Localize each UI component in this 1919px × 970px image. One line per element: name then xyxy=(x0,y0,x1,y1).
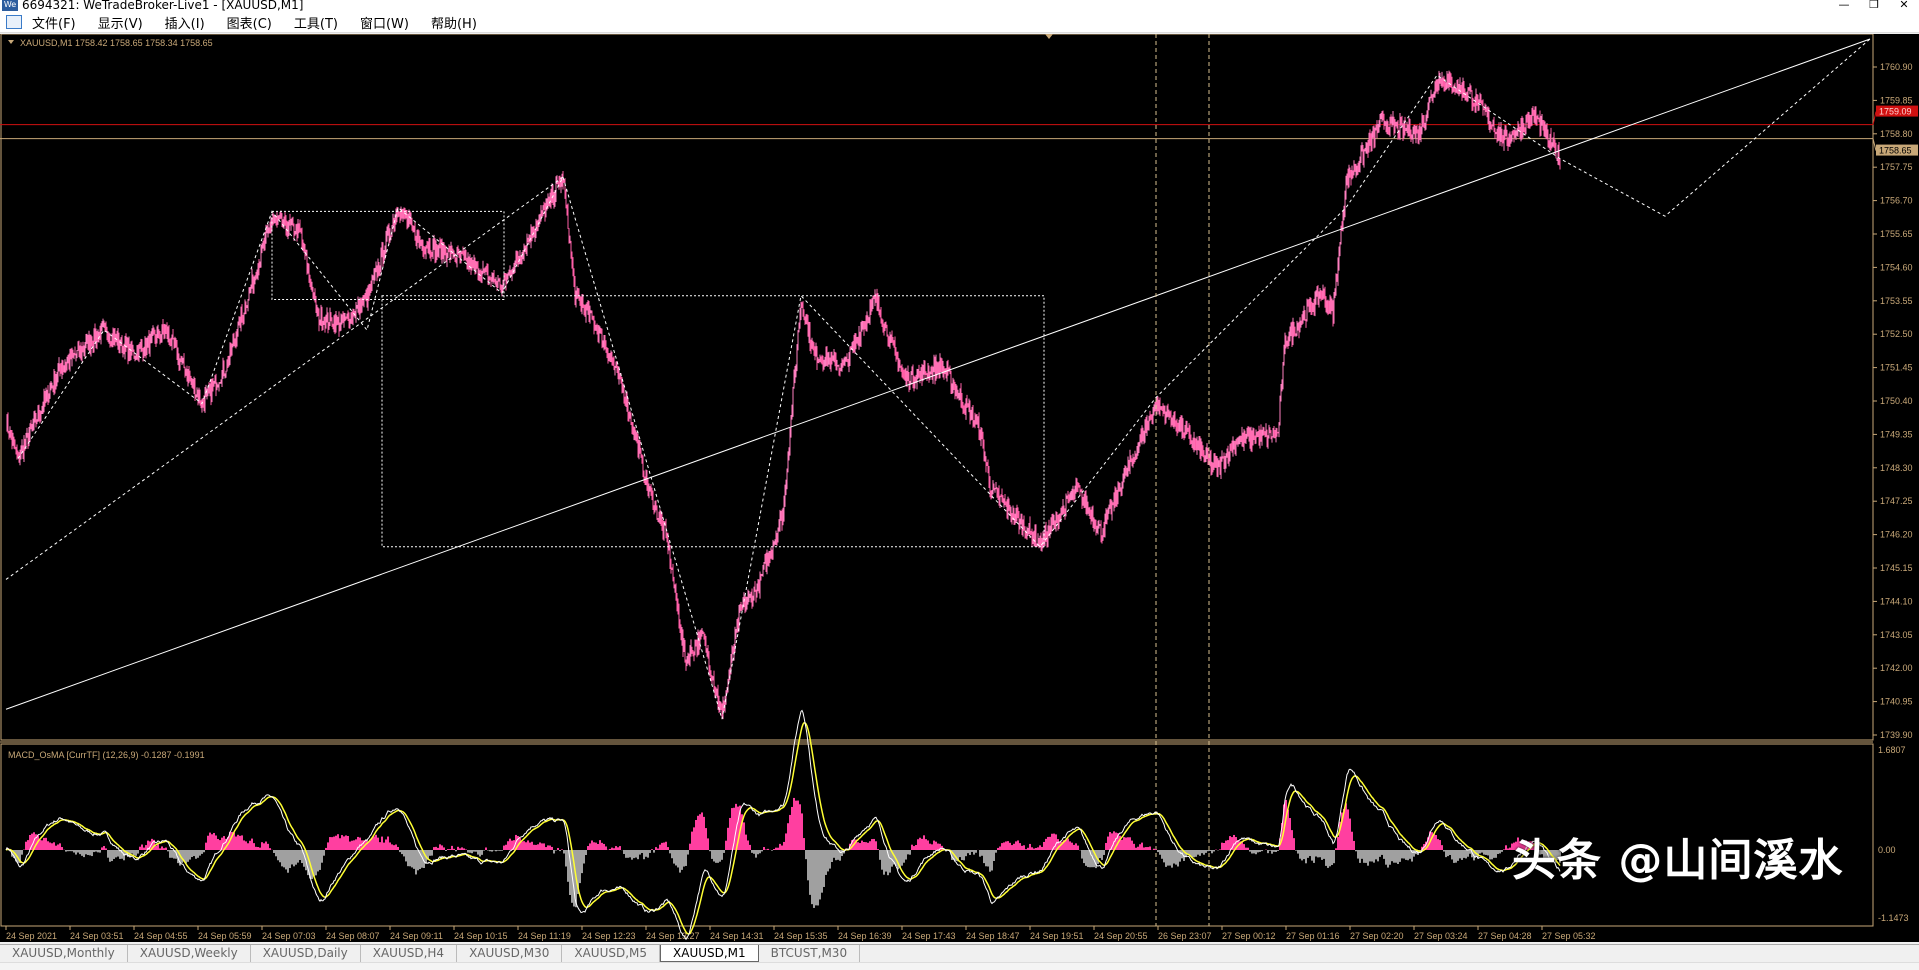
time-tick-label: 27 Sep 03:24 xyxy=(1414,931,1468,941)
tab-xauusd-m1[interactable]: XAUUSD,M1 xyxy=(660,945,759,962)
macd-line xyxy=(5,709,1561,941)
menu-bar: 文件(F) 显示(V) 插入(I) 图表(C) 工具(T) 窗口(W) 帮助(H… xyxy=(0,12,1919,33)
time-tick-label: 24 Sep 15:35 xyxy=(774,931,828,941)
app-logo: We xyxy=(2,0,18,11)
window-title: 6694321: WeTradeBroker-Live1 - [XAUUSD,M… xyxy=(22,0,304,12)
ask-price-label-bg xyxy=(1876,144,1918,156)
price-tick-label: 1760.90 xyxy=(1880,62,1913,72)
time-tick-label: 24 Sep 11:19 xyxy=(518,931,571,941)
price-tick-label: 1750.40 xyxy=(1880,396,1913,406)
signal-line xyxy=(5,722,1561,935)
chart-area[interactable]: XAUUSD,M1 1758.42 1758.65 1758.34 1758.6… xyxy=(0,34,1919,942)
time-tick-label: 24 Sep 09:11 xyxy=(390,931,443,941)
macd-tick-label: -1.1473 xyxy=(1878,913,1909,923)
time-tick-label: 24 Sep 19:51 xyxy=(1030,931,1084,941)
time-tick-label: 24 Sep 16:39 xyxy=(838,931,892,941)
macd-header: MACD_OsMA [CurrTF] (12,26,9) -0.1287 -0.… xyxy=(8,750,205,760)
tab-xauusd-weekly[interactable]: XAUUSD,Weekly xyxy=(128,945,251,962)
price-tick-label: 1756.70 xyxy=(1880,196,1913,206)
time-tick-label: 26 Sep 23:07 xyxy=(1158,931,1212,941)
price-tick-label: 1759.85 xyxy=(1880,95,1913,105)
time-tick-label: 27 Sep 05:32 xyxy=(1542,931,1596,941)
menu-insert[interactable]: 插入(I) xyxy=(164,16,205,32)
minimize-button[interactable]: — xyxy=(1838,0,1850,11)
menu-charts[interactable]: 图表(C) xyxy=(226,16,272,32)
rectangle-drawing xyxy=(381,295,1045,548)
tab-xauusd-daily[interactable]: XAUUSD,Daily xyxy=(251,945,361,962)
watermark: 头条 @山间溪水 xyxy=(1512,835,1844,886)
time-tick-label: 27 Sep 04:28 xyxy=(1478,931,1532,941)
chart-shift-marker-icon xyxy=(1045,34,1053,39)
rectangle-drawing xyxy=(271,210,505,301)
bid-price-connector xyxy=(1872,111,1877,125)
menu-tools[interactable]: 工具(T) xyxy=(293,16,338,32)
restore-button[interactable]: ❐ xyxy=(1869,0,1879,11)
time-tick-label: 24 Sep 13:27 xyxy=(646,931,700,941)
chart-tabs: XAUUSD,Monthly XAUUSD,Weekly XAUUSD,Daily X… xyxy=(0,944,1919,962)
price-tick-label: 1757.75 xyxy=(1880,162,1913,172)
time-tick-label: 27 Sep 00:12 xyxy=(1222,931,1276,941)
time-tick-label: 27 Sep 02:20 xyxy=(1350,931,1404,941)
bid-price-label: 1759.09 xyxy=(1879,107,1912,117)
price-tick-label: 1751.45 xyxy=(1880,363,1913,373)
time-tick-label: 24 Sep 04:55 xyxy=(134,931,188,941)
collapse-arrow-icon xyxy=(8,40,14,44)
time-tick-label: 24 Sep 05:59 xyxy=(198,931,252,941)
price-tick-label: 1754.60 xyxy=(1880,262,1913,272)
title-bar: We 6694321: WeTradeBroker-Live1 - [XAUUSD… xyxy=(0,0,1919,12)
price-tick-label: 1746.20 xyxy=(1880,530,1913,540)
time-tick-label: 24 Sep 12:23 xyxy=(582,931,636,941)
menu-window[interactable]: 窗口(W) xyxy=(359,16,409,32)
price-tick-label: 1755.65 xyxy=(1880,229,1913,239)
zigzag-line xyxy=(17,38,1871,720)
bid-price-label-bg xyxy=(1876,105,1918,117)
menu-file[interactable]: 文件(F) xyxy=(32,16,76,32)
price-tick-label: 1747.25 xyxy=(1880,496,1913,506)
macd-histogram xyxy=(7,797,1561,908)
status-bar xyxy=(0,962,1919,970)
chart-canvas[interactable]: XAUUSD,M1 1758.42 1758.65 1758.34 1758.6… xyxy=(0,34,1919,942)
time-tick-label: 24 Sep 07:03 xyxy=(262,931,316,941)
price-tick-label: 1744.10 xyxy=(1880,596,1913,606)
price-tick-label: 1745.15 xyxy=(1880,563,1913,573)
time-tick-label: 24 Sep 18:47 xyxy=(966,931,1020,941)
price-tick-label: 1752.50 xyxy=(1880,329,1913,339)
price-tick-label: 1758.80 xyxy=(1880,129,1913,139)
ask-price-label: 1758.65 xyxy=(1879,146,1912,156)
time-tick-label: 24 Sep 03:51 xyxy=(70,931,124,941)
macd-tick-label: 0.00 xyxy=(1878,845,1896,855)
price-tick-label: 1748.30 xyxy=(1880,463,1913,473)
ask-price-connector xyxy=(1872,138,1877,151)
main-panel-frame xyxy=(0,34,1874,741)
chart-window-icon[interactable] xyxy=(6,15,22,29)
trendline xyxy=(5,38,1871,710)
tab-xauusd-h4[interactable]: XAUUSD,H4 xyxy=(361,945,458,962)
price-tick-label: 1743.05 xyxy=(1880,630,1913,640)
price-tick-label: 1749.35 xyxy=(1880,429,1913,439)
tab-xauusd-m30[interactable]: XAUUSD,M30 xyxy=(457,945,563,962)
time-tick-label: 24 Sep 2021 xyxy=(6,931,57,941)
tab-xauusd-monthly[interactable]: XAUUSD,Monthly xyxy=(0,945,128,962)
price-tick-label: 1740.95 xyxy=(1880,697,1913,707)
time-tick-label: 24 Sep 10:15 xyxy=(454,931,508,941)
menu-help[interactable]: 帮助(H) xyxy=(430,16,477,32)
time-tick-label: 27 Sep 01:16 xyxy=(1286,931,1340,941)
time-tick-label: 24 Sep 17:43 xyxy=(902,931,956,941)
dotted-trendline xyxy=(5,176,564,580)
price-tick-label: 1753.55 xyxy=(1880,296,1913,306)
price-tick-label: 1739.90 xyxy=(1880,730,1913,740)
macd-tick-label: 1.6807 xyxy=(1878,745,1906,755)
time-tick-label: 24 Sep 08:07 xyxy=(326,931,380,941)
time-tick-label: 24 Sep 20:55 xyxy=(1094,931,1148,941)
candles xyxy=(6,70,1561,720)
macd-panel-frame xyxy=(0,743,1874,927)
time-tick-label: 24 Sep 14:31 xyxy=(710,931,764,941)
tab-btcust-m30[interactable]: BTCUST,M30 xyxy=(759,945,861,962)
chart-header: XAUUSD,M1 1758.42 1758.65 1758.34 1758.6… xyxy=(20,38,213,48)
tab-xauusd-m5[interactable]: XAUUSD,M5 xyxy=(562,945,661,962)
close-button[interactable]: ✕ xyxy=(1899,0,1909,11)
price-tick-label: 1742.00 xyxy=(1880,663,1913,673)
menu-view[interactable]: 显示(V) xyxy=(97,16,143,32)
